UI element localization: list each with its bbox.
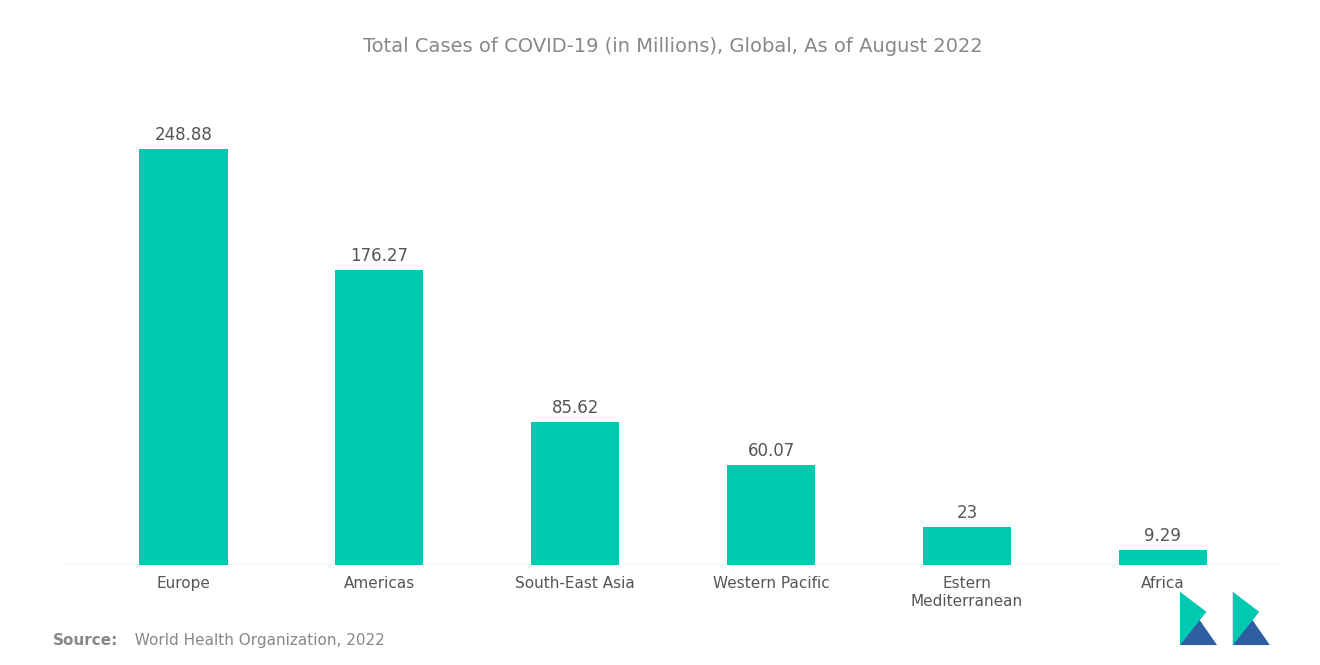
Text: 248.88: 248.88 — [154, 126, 213, 144]
Text: Source:: Source: — [53, 633, 119, 648]
Bar — [727, 465, 816, 565]
Bar — [335, 270, 424, 565]
Text: World Health Organization, 2022: World Health Organization, 2022 — [125, 633, 385, 648]
Bar — [531, 422, 619, 565]
Polygon shape — [1180, 592, 1206, 645]
Polygon shape — [1233, 592, 1270, 645]
Text: 9.29: 9.29 — [1144, 527, 1181, 545]
Text: 60.07: 60.07 — [747, 442, 795, 460]
Bar — [140, 149, 227, 565]
Bar — [1119, 550, 1206, 565]
Bar — [923, 527, 1011, 565]
Polygon shape — [1233, 592, 1259, 645]
Polygon shape — [1180, 592, 1217, 645]
Text: 85.62: 85.62 — [552, 399, 599, 417]
Title: Total Cases of COVID-19 (in Millions), Global, As of August 2022: Total Cases of COVID-19 (in Millions), G… — [363, 37, 983, 56]
Text: 23: 23 — [957, 503, 978, 522]
Text: 176.27: 176.27 — [350, 247, 408, 265]
